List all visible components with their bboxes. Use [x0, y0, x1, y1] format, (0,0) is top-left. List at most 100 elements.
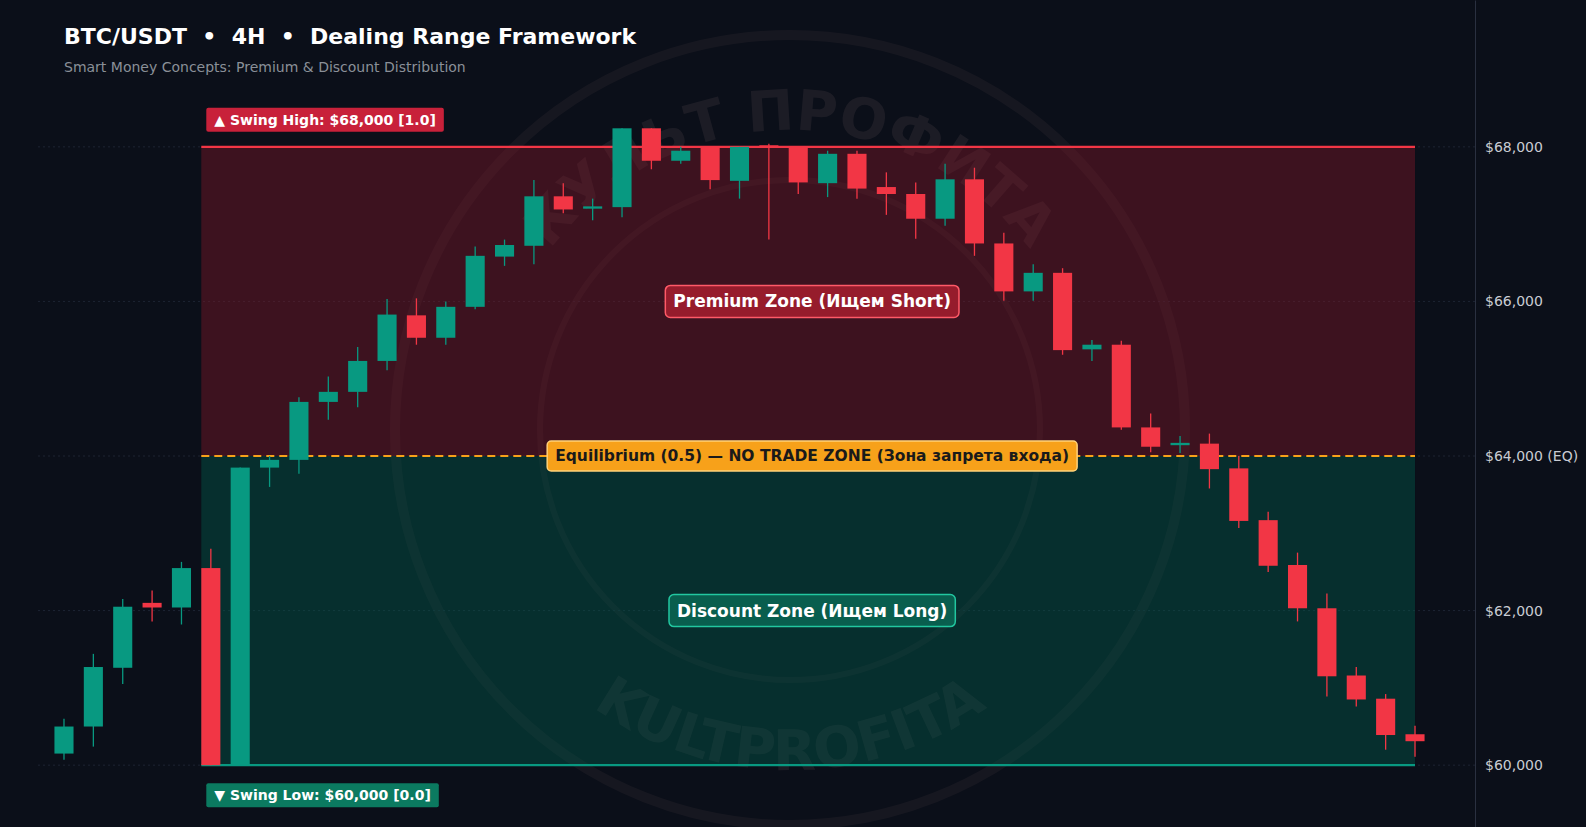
candle — [994, 233, 1013, 301]
candle-body — [466, 256, 485, 307]
candle-body — [436, 307, 455, 338]
candle — [789, 147, 808, 194]
title: BTC/USDT • 4H • Dealing Range Framework — [64, 24, 637, 49]
candle-body — [1112, 345, 1131, 428]
candle-body — [1347, 676, 1366, 700]
candle-body — [348, 361, 367, 392]
tick-label: $66,000 — [1485, 293, 1543, 309]
candle — [143, 590, 162, 621]
candle-body — [994, 243, 1013, 291]
candle — [730, 147, 749, 199]
level-line — [201, 764, 1415, 766]
zone-label-box — [665, 285, 959, 317]
candle-body — [965, 179, 984, 243]
candle — [1347, 667, 1366, 706]
candle-body — [54, 727, 73, 754]
candle — [407, 298, 426, 344]
candle-body — [1024, 273, 1043, 292]
axis-line — [1475, 1, 1476, 827]
level-label-text: ▲ Swing High: $68,000 [1.0] — [214, 112, 436, 128]
tick-label: $62,000 — [1485, 603, 1543, 619]
labels: Premium Zone (Ищем Short) Discount Zone (… — [206, 108, 1077, 807]
candle-body — [1288, 565, 1307, 608]
level-line — [201, 146, 1415, 148]
candle — [1229, 456, 1248, 528]
candle — [113, 599, 132, 684]
candle — [466, 247, 485, 310]
chart: КУЛЬТ ПРОФИТАKULTPROFITA$60,000$62,000$6… — [0, 0, 1586, 827]
candle-body — [260, 460, 279, 468]
candle — [231, 468, 250, 766]
candle-body — [818, 154, 837, 183]
candle — [1288, 553, 1307, 622]
candle-wick — [1091, 340, 1092, 361]
candle — [201, 549, 220, 765]
tick: $64,000 (EQ) — [1475, 448, 1578, 464]
candle-body — [847, 154, 866, 189]
level-label: ▼ Swing Low: $60,000 [0.0] — [206, 783, 439, 807]
candle-body — [1405, 734, 1424, 741]
candle-body — [143, 603, 162, 608]
candle-body — [877, 187, 896, 194]
candle-body — [759, 145, 778, 147]
level-label-box — [547, 441, 1077, 471]
candle-wick — [592, 199, 593, 221]
candle — [260, 456, 279, 487]
candle-body — [289, 402, 308, 460]
zone-label: Discount Zone (Ищем Long) — [669, 595, 955, 627]
candle — [1141, 414, 1160, 453]
grid — [38, 147, 1475, 765]
candle — [1053, 268, 1072, 355]
zone-label-text: Discount Zone (Ищем Long) — [677, 601, 947, 621]
candle-body — [730, 147, 749, 181]
candle — [583, 199, 602, 221]
candle-body — [113, 607, 132, 668]
candle — [54, 719, 73, 760]
tick: $60,000 — [1475, 757, 1543, 773]
zone — [201, 456, 1415, 765]
candle-wick — [1414, 726, 1415, 757]
candle — [671, 147, 690, 164]
zone-label: Premium Zone (Ищем Short) — [665, 285, 959, 317]
candle — [847, 151, 866, 199]
candle — [348, 347, 367, 407]
background — [0, 0, 1586, 827]
candle — [759, 144, 778, 240]
candle-body — [201, 568, 220, 765]
candle — [701, 147, 720, 190]
candle-body — [612, 128, 631, 207]
candle-body — [407, 315, 426, 337]
candle — [495, 240, 514, 266]
candle — [1259, 512, 1278, 572]
tick-label: $64,000 (EQ) — [1485, 448, 1578, 464]
candle-body — [524, 196, 543, 245]
candle — [524, 180, 543, 264]
candle-body — [1229, 468, 1248, 521]
candle — [378, 299, 397, 370]
candle — [1082, 340, 1101, 361]
candle — [1171, 436, 1190, 453]
candle-body — [936, 179, 955, 218]
zone-label-text: Premium Zone (Ищем Short) — [673, 291, 951, 311]
candle — [877, 172, 896, 215]
candle-body — [642, 128, 661, 160]
candle-body — [789, 147, 808, 183]
tick-label: $68,000 — [1485, 139, 1543, 155]
candle-body — [1053, 273, 1072, 350]
candle-body — [671, 151, 690, 161]
candle-body — [906, 194, 925, 219]
candle — [172, 562, 191, 625]
candle — [818, 151, 837, 197]
tick: $68,000 — [1475, 139, 1543, 155]
candle — [1024, 264, 1043, 300]
candle — [965, 168, 984, 256]
candle-body — [378, 315, 397, 361]
plot-area — [54, 128, 1424, 765]
candle — [84, 654, 103, 747]
candle — [319, 376, 338, 419]
candle-body — [1141, 427, 1160, 446]
candle-body — [1259, 520, 1278, 566]
candle-body — [319, 392, 338, 402]
level-label: Equilibrium (0.5) — NO TRADE ZONE (Зона … — [547, 441, 1077, 471]
level-label-box — [206, 108, 444, 132]
